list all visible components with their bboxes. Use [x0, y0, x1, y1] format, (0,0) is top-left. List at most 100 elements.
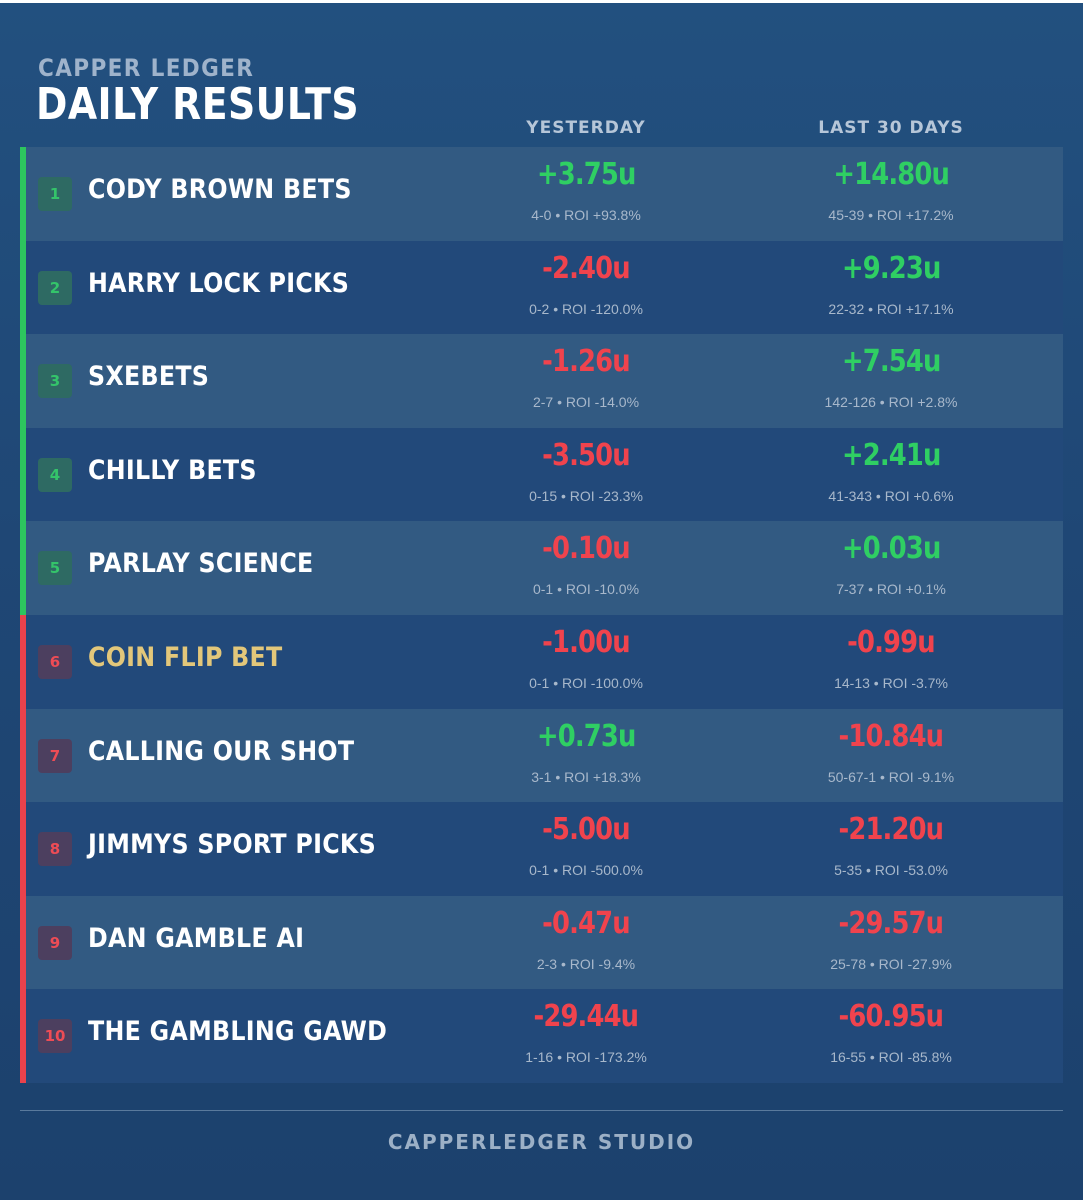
yesterday-units: -5.00u — [542, 812, 630, 848]
last-30-days-record: 7-37 • ROI +0.1% — [836, 581, 946, 598]
capper-name: HARRY LOCK PICKS — [88, 267, 350, 299]
last-30-days-record: 5-35 • ROI -53.0% — [834, 862, 948, 879]
footer-brand: CAPPERLEDGER STUDIO — [387, 1130, 696, 1154]
last-30-days-units: -10.84u — [838, 718, 945, 754]
last-30-days-record: 41-343 • ROI +0.6% — [828, 487, 954, 504]
last-30-days-stat: +9.23u 22-32 • ROI +17.1% — [771, 251, 1011, 317]
column-header-last-30-days: LAST 30 DAYS — [818, 118, 964, 138]
last-30-days-record: 25-78 • ROI -27.9% — [830, 955, 952, 972]
table-row: 1 CODY BROWN BETS +3.75u 4-0 • ROI +93.8% +1… — [20, 147, 1063, 241]
last-30-days-record: 14-13 • ROI -3.7% — [834, 674, 948, 691]
last-30-days-stat: +0.03u 7-37 • ROI +0.1% — [771, 531, 1011, 597]
yesterday-units: -1.00u — [542, 624, 630, 660]
last-30-days-record: 45-39 • ROI +17.2% — [828, 207, 954, 223]
yesterday-record: 1-16 • ROI -173.2% — [525, 1049, 647, 1066]
yesterday-record: 0-1 • ROI -10.0% — [532, 581, 640, 598]
rank-badge: 6 — [38, 644, 72, 679]
rank-badge: 2 — [38, 270, 72, 305]
status-bar — [20, 989, 26, 1083]
yesterday-units: -0.47u — [542, 905, 630, 941]
last-30-days-stat: +7.54u 142-126 • ROI +2.8% — [771, 344, 1011, 410]
status-bar — [20, 147, 26, 241]
last-30-days-units: +14.80u — [833, 157, 949, 192]
yesterday-stat: +0.73u 3-1 • ROI +18.3% — [466, 719, 706, 785]
last-30-days-units: -60.95u — [838, 999, 945, 1035]
last-30-days-stat: -21.20u 5-35 • ROI -53.0% — [771, 812, 1011, 878]
page-title: DAILY RESULTS — [36, 79, 360, 130]
last-30-days-units: +9.23u — [841, 250, 941, 286]
last-30-days-units: -21.20u — [838, 812, 945, 848]
yesterday-record: 2-7 • ROI -14.0% — [532, 394, 640, 411]
rank-badge: 9 — [38, 925, 72, 960]
yesterday-stat: -29.44u 1-16 • ROI -173.2% — [466, 999, 706, 1065]
yesterday-record: 0-15 • ROI -23.3% — [529, 487, 643, 504]
yesterday-record: 2-3 • ROI -9.4% — [536, 955, 636, 972]
status-bar — [20, 521, 26, 615]
yesterday-record: 0-2 • ROI -120.0% — [529, 300, 643, 317]
capper-name: DAN GAMBLE AI — [88, 922, 305, 954]
last-30-days-record: 16-55 • ROI -85.8% — [830, 1049, 952, 1066]
yesterday-stat: -1.26u 2-7 • ROI -14.0% — [466, 344, 706, 410]
rank-badge: 3 — [38, 364, 72, 399]
yesterday-units: +0.73u — [536, 718, 636, 754]
yesterday-units: -1.26u — [542, 344, 630, 380]
last-30-days-units: -29.57u — [838, 905, 945, 941]
yesterday-units: -2.40u — [542, 250, 630, 286]
table-row: 2 HARRY LOCK PICKS -2.40u 0-2 • ROI -120.0%… — [20, 240, 1063, 335]
capper-name: THE GAMBLING GAWD — [88, 1016, 388, 1048]
last-30-days-record: 22-32 • ROI +17.1% — [828, 300, 954, 317]
table-row: 9 DAN GAMBLE AI -0.47u 2-3 • ROI -9.4% -29.5… — [20, 895, 1063, 990]
rank-badge: 8 — [38, 832, 72, 867]
footer-divider — [20, 1110, 1063, 1111]
table-row: 7 CALLING OUR SHOT +0.73u 3-1 • ROI +18.3% -… — [20, 708, 1063, 803]
last-30-days-units: +7.54u — [841, 344, 941, 380]
status-bar — [20, 334, 26, 428]
yesterday-stat: -0.47u 2-3 • ROI -9.4% — [466, 906, 706, 972]
status-bar — [20, 708, 26, 803]
yesterday-units: -0.10u — [542, 531, 630, 567]
last-30-days-stat: -29.57u 25-78 • ROI -27.9% — [771, 906, 1011, 972]
last-30-days-record: 142-126 • ROI +2.8% — [824, 394, 958, 411]
rank-badge: 1 — [38, 177, 72, 211]
yesterday-stat: -1.00u 0-1 • ROI -100.0% — [466, 625, 706, 691]
capper-name: CODY BROWN BETS — [88, 174, 352, 205]
yesterday-stat: -5.00u 0-1 • ROI -500.0% — [466, 812, 706, 878]
capper-name: CALLING OUR SHOT — [88, 735, 355, 767]
column-header-yesterday: YESTERDAY — [526, 118, 646, 138]
table-row: 10 THE GAMBLING GAWD -29.44u 1-16 • ROI -17… — [20, 989, 1063, 1083]
yesterday-record: 0-1 • ROI -500.0% — [529, 862, 643, 879]
yesterday-stat: -0.10u 0-1 • ROI -10.0% — [466, 531, 706, 597]
capper-name: CHILLY BETS — [88, 454, 257, 486]
table-row: 8 JIMMYS SPORT PICKS -5.00u 0-1 • ROI -500.… — [20, 802, 1063, 896]
yesterday-stat: -2.40u 0-2 • ROI -120.0% — [466, 251, 706, 317]
table-row: 4 CHILLY BETS -3.50u 0-15 • ROI -23.3% +2.41… — [20, 427, 1063, 522]
last-30-days-stat: -60.95u 16-55 • ROI -85.8% — [771, 999, 1011, 1065]
last-30-days-units: +2.41u — [841, 437, 941, 473]
rank-badge: 10 — [38, 1019, 72, 1054]
yesterday-record: 3-1 • ROI +18.3% — [531, 768, 641, 785]
last-30-days-units: +0.03u — [841, 531, 941, 567]
last-30-days-stat: +14.80u 45-39 • ROI +17.2% — [771, 157, 1011, 223]
yesterday-stat: +3.75u 4-0 • ROI +93.8% — [466, 157, 706, 223]
last-30-days-stat: -10.84u 50-67-1 • ROI -9.1% — [771, 719, 1011, 785]
status-bar — [20, 427, 26, 522]
status-bar — [20, 240, 26, 335]
rank-badge: 7 — [38, 738, 72, 773]
table-row: 5 PARLAY SCIENCE -0.10u 0-1 • ROI -10.0% +0.… — [20, 521, 1063, 615]
yesterday-units: -29.44u — [533, 999, 640, 1035]
capper-name: PARLAY SCIENCE — [88, 548, 314, 580]
top-border — [0, 0, 1083, 3]
capper-name: JIMMYS SPORT PICKS — [88, 829, 376, 861]
last-30-days-units: -0.99u — [847, 624, 935, 660]
capper-name: COIN FLIP BET — [88, 641, 283, 673]
status-bar — [20, 802, 26, 896]
rank-badge: 5 — [38, 551, 72, 586]
status-bar — [20, 614, 26, 709]
yesterday-record: 4-0 • ROI +93.8% — [531, 207, 641, 223]
yesterday-units: -3.50u — [542, 437, 630, 473]
last-30-days-stat: +2.41u 41-343 • ROI +0.6% — [771, 438, 1011, 504]
last-30-days-stat: -0.99u 14-13 • ROI -3.7% — [771, 625, 1011, 691]
last-30-days-record: 50-67-1 • ROI -9.1% — [827, 768, 955, 785]
results-table: 1 CODY BROWN BETS +3.75u 4-0 • ROI +93.8% +1… — [20, 147, 1063, 1083]
capper-name: SXEBETS — [88, 361, 210, 393]
